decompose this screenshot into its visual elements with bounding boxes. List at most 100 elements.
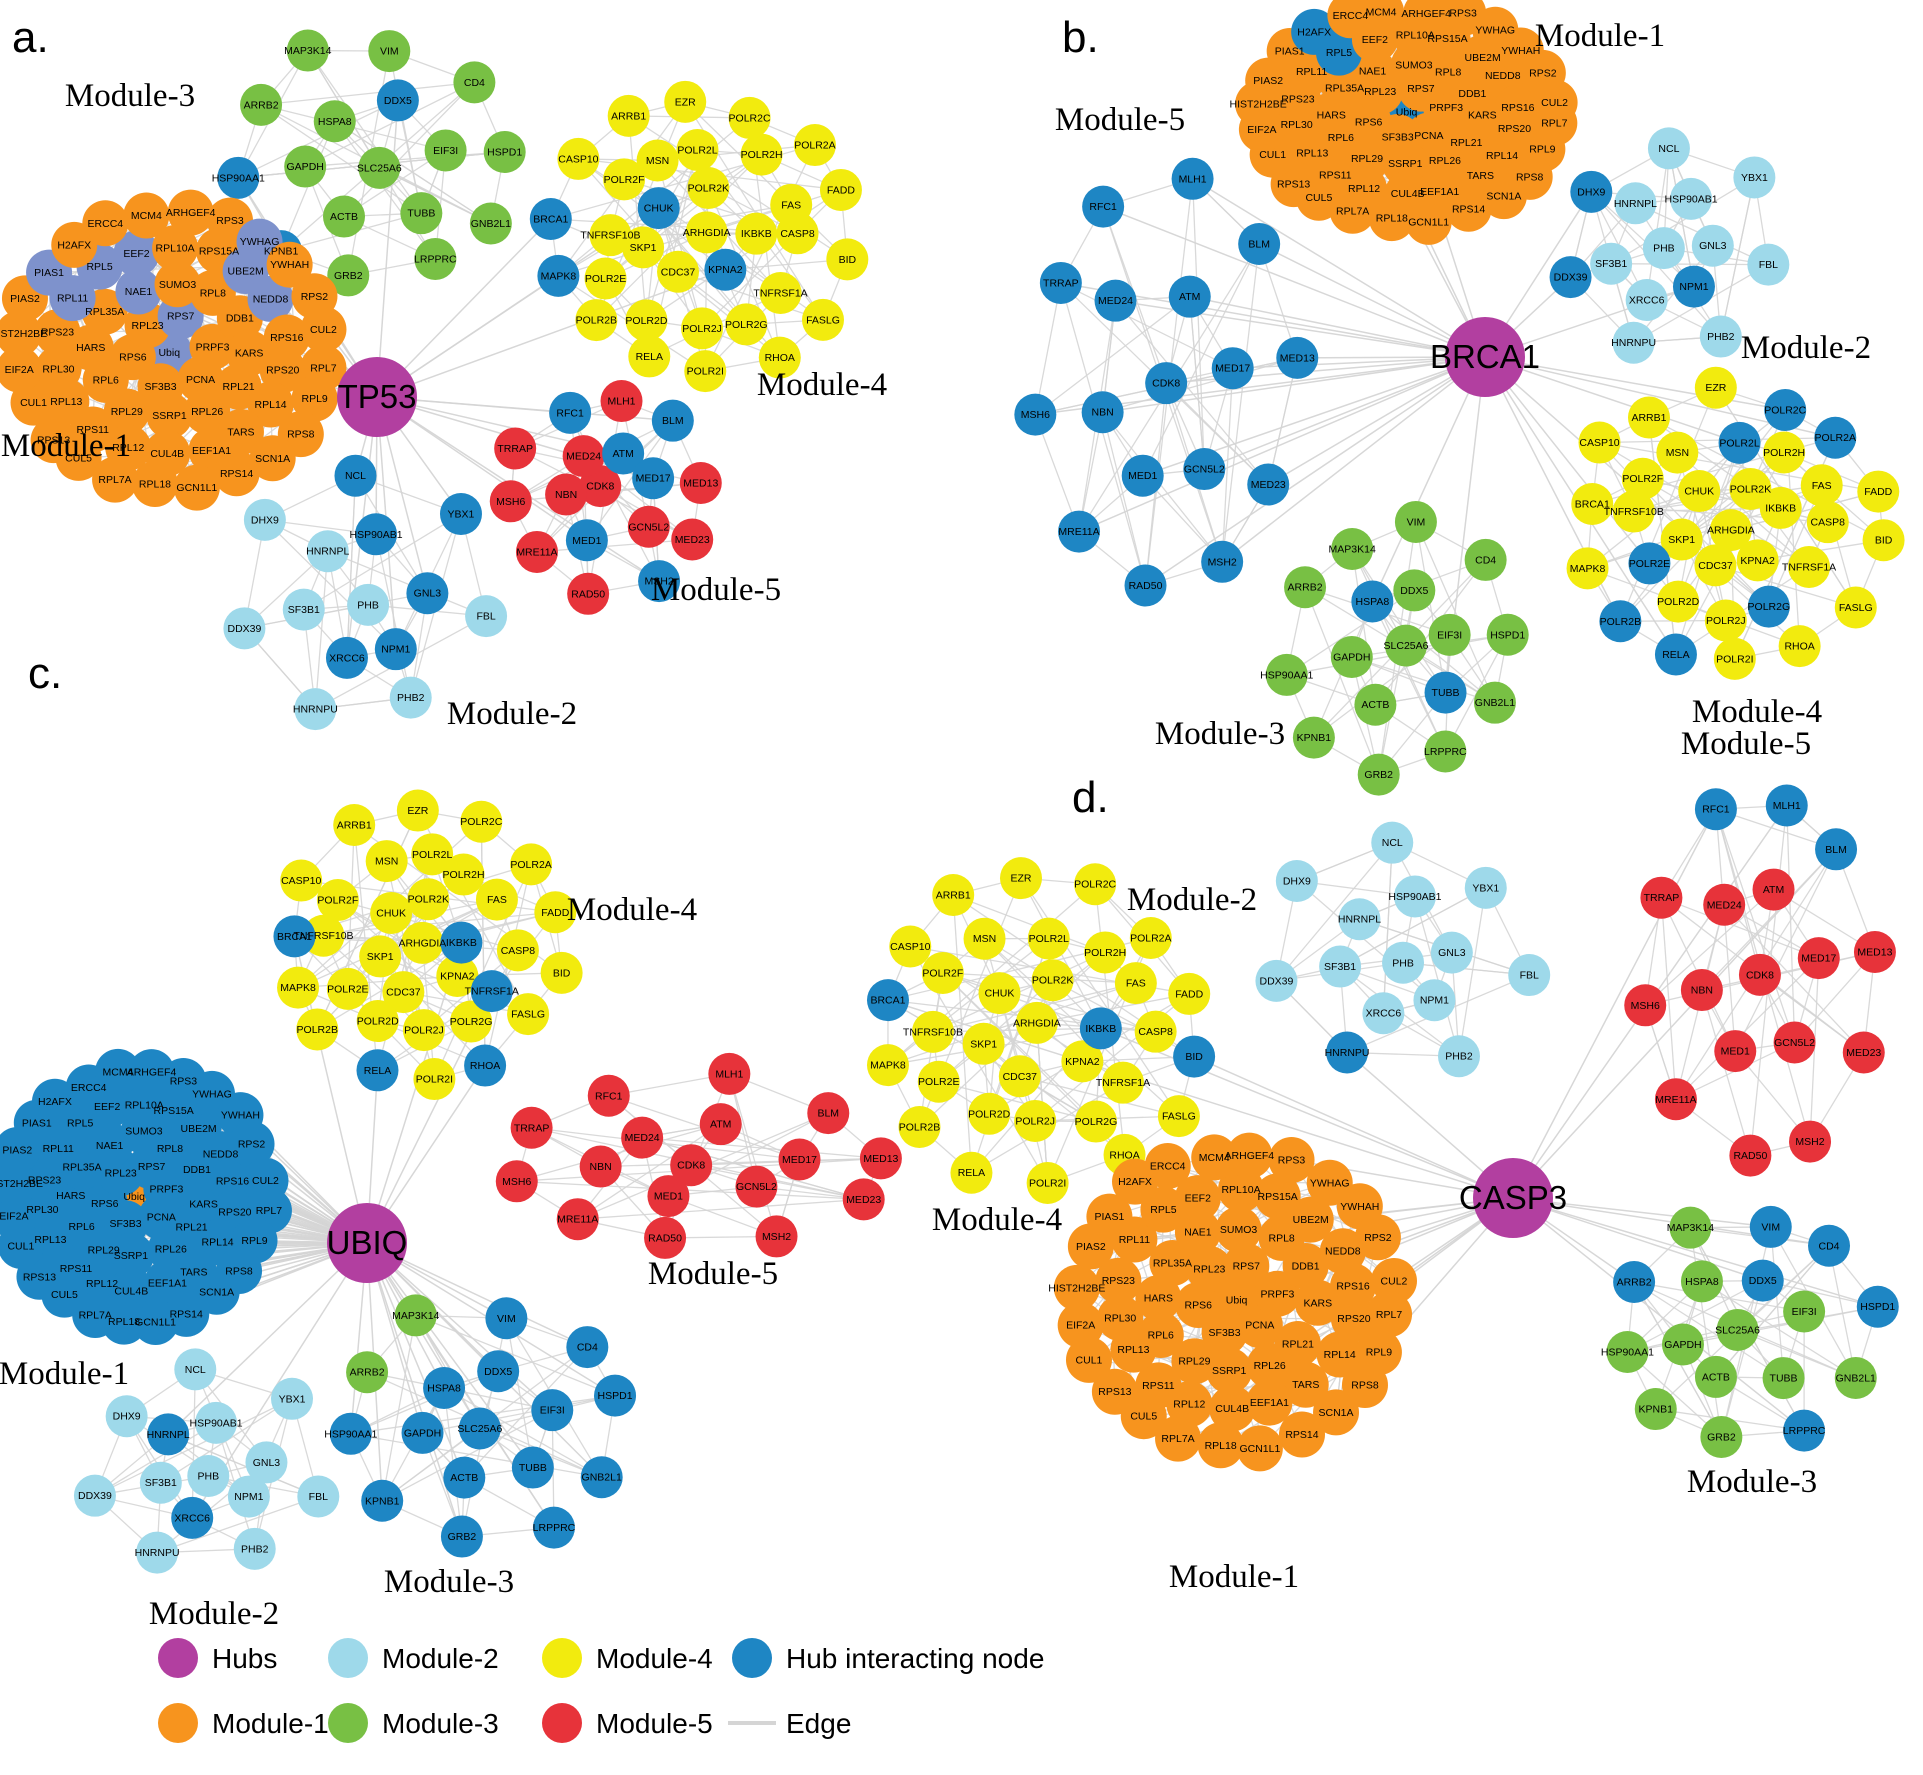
gene-node[interactable]	[273, 915, 316, 958]
gene-node[interactable]	[636, 139, 679, 182]
gene-node[interactable]	[1814, 416, 1857, 459]
gene-node[interactable]	[921, 952, 964, 995]
gene-node[interactable]	[1173, 1035, 1216, 1078]
gene-node[interactable]	[1223, 1243, 1270, 1290]
gene-node[interactable]	[1713, 637, 1756, 680]
gene-node[interactable]	[819, 168, 862, 211]
gene-node[interactable]	[1371, 821, 1414, 864]
gene-node[interactable]	[1084, 931, 1127, 974]
gene-node[interactable]	[1738, 953, 1781, 996]
gene-node[interactable]	[515, 530, 558, 573]
gene-node[interactable]	[1247, 463, 1290, 506]
gene-node[interactable]	[1862, 519, 1905, 562]
gene-node[interactable]	[72, 1291, 119, 1338]
gene-node[interactable]	[1691, 224, 1734, 267]
gene-node[interactable]	[998, 1055, 1041, 1098]
gene-node[interactable]	[495, 1160, 538, 1203]
gene-node[interactable]	[400, 192, 443, 235]
gene-node[interactable]	[1445, 185, 1492, 232]
gene-node[interactable]	[1680, 969, 1723, 1012]
gene-node[interactable]	[368, 30, 411, 73]
gene-node[interactable]	[510, 1106, 553, 1149]
gene-node[interactable]	[963, 917, 1006, 960]
gene-node[interactable]	[1211, 347, 1254, 390]
gene-node[interactable]	[1657, 580, 1700, 623]
gene-node[interactable]	[1354, 683, 1397, 726]
gene-node[interactable]	[1749, 1205, 1792, 1248]
gene-node[interactable]	[671, 518, 714, 561]
gene-node[interactable]	[1704, 599, 1747, 642]
gene-node[interactable]	[1039, 261, 1082, 304]
gene-node[interactable]	[1571, 483, 1614, 526]
gene-node[interactable]	[1464, 866, 1507, 909]
gene-node[interactable]	[113, 230, 160, 277]
gene-node[interactable]	[932, 874, 975, 917]
gene-node[interactable]	[978, 972, 1021, 1015]
gene-node[interactable]	[424, 129, 467, 172]
gene-node[interactable]	[1171, 1338, 1218, 1385]
gene-node[interactable]	[217, 156, 260, 199]
gene-node[interactable]	[594, 1374, 637, 1417]
gene-node[interactable]	[1366, 1291, 1413, 1338]
gene-node[interactable]	[440, 921, 483, 964]
gene-node[interactable]	[356, 1000, 399, 1043]
gene-node[interactable]	[664, 80, 707, 123]
gene-node[interactable]	[302, 914, 345, 957]
gene-node[interactable]	[1121, 454, 1164, 497]
gene-node[interactable]	[562, 435, 605, 478]
gene-node[interactable]	[195, 1401, 238, 1444]
gene-node[interactable]	[1095, 1257, 1142, 1304]
gene-node[interactable]	[439, 492, 482, 535]
gene-node[interactable]	[475, 878, 518, 921]
gene-node[interactable]	[740, 133, 783, 176]
gene-node[interactable]	[632, 457, 675, 500]
gene-node[interactable]	[531, 1389, 574, 1432]
gene-node[interactable]	[866, 1044, 909, 1087]
gene-node[interactable]	[587, 1074, 630, 1117]
gene-node[interactable]	[477, 1350, 520, 1393]
gene-node[interactable]	[1319, 1228, 1366, 1275]
gene-node[interactable]	[507, 993, 550, 1036]
gene-node[interactable]	[1660, 518, 1703, 561]
gene-node[interactable]	[1282, 1361, 1329, 1408]
gene-node[interactable]	[450, 1000, 493, 1043]
gene-node[interactable]	[1428, 613, 1471, 656]
gene-node[interactable]	[1815, 828, 1858, 871]
gene-node[interactable]	[1566, 547, 1609, 590]
gene-node[interactable]	[401, 921, 444, 964]
gene-node[interactable]	[1778, 625, 1821, 668]
gene-node[interactable]	[136, 1531, 179, 1574]
gene-node[interactable]	[579, 1145, 622, 1188]
gene-node[interactable]	[382, 971, 425, 1014]
gene-node[interactable]	[453, 61, 496, 104]
gene-node[interactable]	[297, 1475, 340, 1518]
gene-node[interactable]	[584, 257, 627, 300]
gene-node[interactable]	[1191, 1134, 1238, 1181]
gene-node[interactable]	[1647, 127, 1690, 170]
gene-node[interactable]	[1275, 859, 1318, 902]
gene-node[interactable]	[607, 94, 650, 137]
gene-node[interactable]	[1287, 1196, 1334, 1243]
gene-node[interactable]	[1149, 1239, 1196, 1286]
gene-node[interactable]	[1634, 1388, 1677, 1431]
gene-node[interactable]	[1549, 256, 1592, 299]
gene-node[interactable]	[807, 1092, 850, 1135]
gene-node[interactable]	[557, 137, 600, 180]
gene-node[interactable]	[622, 226, 665, 269]
gene-node[interactable]	[637, 187, 680, 230]
gene-node[interactable]	[537, 254, 580, 297]
gene-node[interactable]	[545, 473, 588, 516]
gene-node[interactable]	[1403, 0, 1450, 37]
gene-node[interactable]	[685, 211, 728, 254]
gene-node[interactable]	[266, 241, 313, 288]
gene-node[interactable]	[1694, 366, 1737, 409]
gene-node[interactable]	[1642, 227, 1685, 270]
gene-node[interactable]	[532, 1506, 575, 1549]
gene-node[interactable]	[1834, 1357, 1877, 1400]
gene-node[interactable]	[1291, 8, 1338, 55]
hub-node[interactable]	[1473, 1158, 1553, 1238]
gene-node[interactable]	[300, 306, 347, 353]
hub-node[interactable]	[327, 1203, 407, 1283]
hub-node[interactable]	[337, 357, 417, 437]
gene-node[interactable]	[1155, 1415, 1202, 1462]
